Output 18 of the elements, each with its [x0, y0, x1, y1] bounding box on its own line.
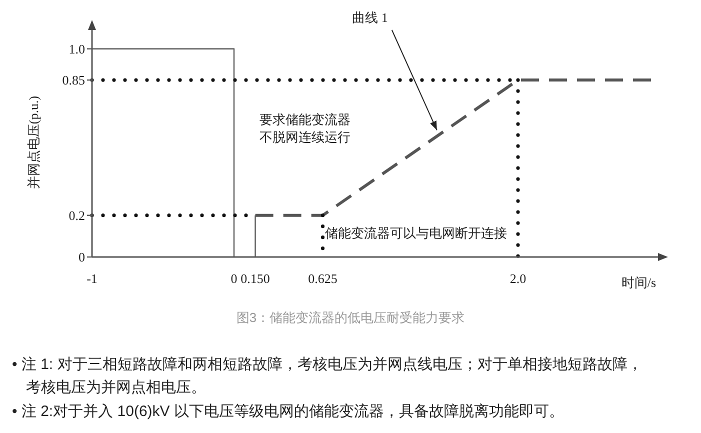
x-axis-title: 时间/s [621, 275, 656, 290]
x-tick-label: 2.0 [510, 271, 526, 286]
x-tick-label: 0 [230, 271, 238, 286]
y-tick-label: 0.85 [62, 72, 85, 88]
y-tick-label: 0 [78, 250, 85, 264]
text: • 注 2:对于并入 10(6)kV 以下电压等级电网的储能变流器，具备故障脱离功能即可。 [12, 402, 565, 422]
series-label: 曲线 1 [352, 10, 388, 25]
x-tick-label: 0.625 [308, 271, 338, 286]
annotation: 不脱网连续运行 [260, 129, 350, 144]
y-axis-title: 并网点电压(p.u.) [26, 96, 41, 190]
annotation: 储能变流器可以与电网断开连接 [324, 225, 507, 240]
x-tick-label: -1 [86, 271, 98, 286]
annotation: 要求储能变流器 [260, 112, 350, 128]
caption: 图3：储能变流器的低电压耐受能力要求 [236, 309, 465, 327]
y-tick-label: 0.2 [68, 208, 85, 223]
y-tick-label: 1.0 [68, 41, 85, 56]
text: • 注 1: 对于三相短路故障和两相短路故障，考核电压为并网点线电压；对于单相接地短路故障，考核电压为并网点相电压。 [12, 355, 644, 398]
x-tick-label: 0.150 [240, 271, 270, 286]
